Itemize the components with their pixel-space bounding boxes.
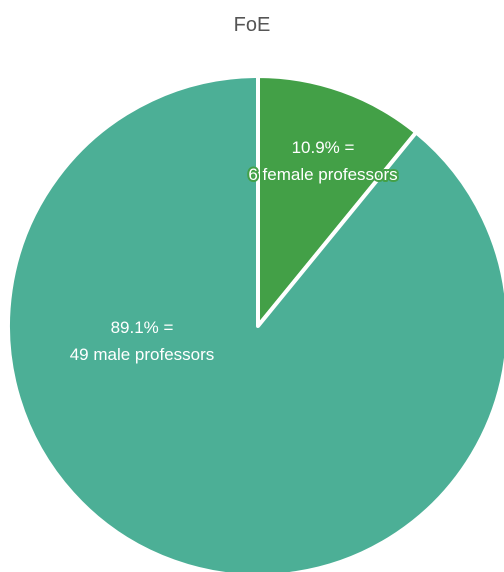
slice-labels: 10.9% = 6 female professors 89.1% = 49 male… <box>70 136 400 364</box>
chart-title: FoE <box>233 14 271 36</box>
slice-label-count-1: 49 male professors <box>70 345 215 364</box>
pie-slice-1[interactable] <box>6 74 504 572</box>
slice-label-count-0: 6 female professors <box>248 165 397 184</box>
slice-label-percent-0: 10.9% = <box>292 138 355 157</box>
slice-label-percent-1: 89.1% = <box>111 318 174 337</box>
pie-slice-0[interactable] <box>256 74 419 328</box>
